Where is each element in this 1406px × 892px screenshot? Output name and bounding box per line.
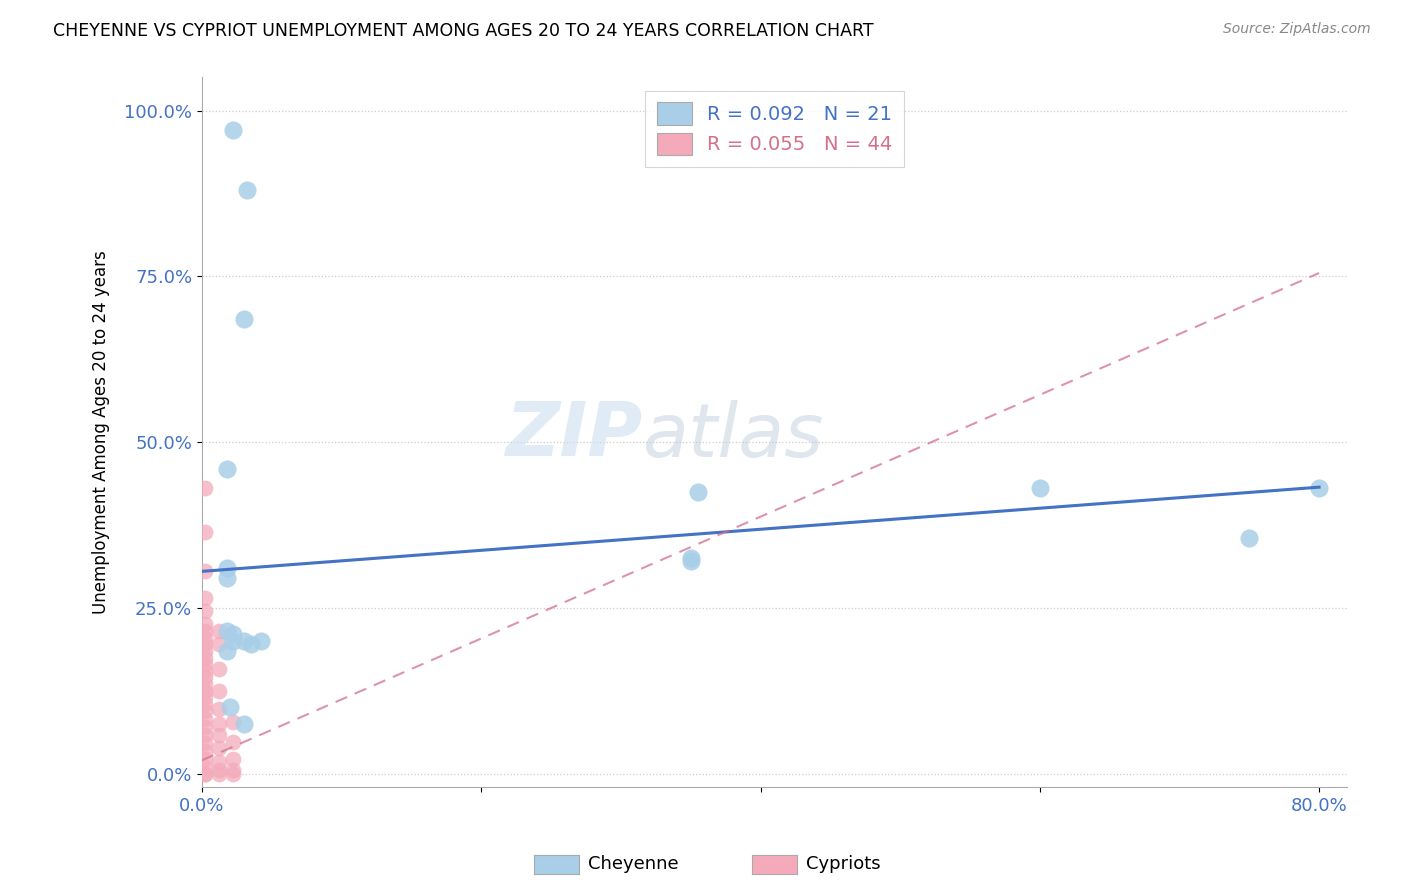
Point: [208, 728, 231, 742]
Text: ZIP: ZIP: [506, 400, 643, 472]
Point: [208, 716, 231, 731]
Point: [194, 690, 217, 705]
Point: [1029, 482, 1052, 496]
Point: [194, 565, 217, 579]
Point: [208, 683, 231, 698]
Point: [194, 524, 217, 539]
Point: [208, 741, 231, 756]
Point: [217, 571, 239, 585]
Point: [679, 551, 702, 566]
Point: [218, 700, 240, 714]
Point: [194, 657, 217, 672]
Point: [221, 752, 243, 766]
Point: [194, 591, 217, 605]
Point: [194, 644, 217, 658]
Point: [194, 670, 217, 684]
Point: [208, 701, 231, 715]
Point: [221, 714, 243, 729]
Point: [221, 766, 243, 780]
Point: [194, 697, 217, 711]
Point: [194, 482, 217, 496]
Point: [194, 720, 217, 734]
Legend: R = 0.092   N = 21, R = 0.055   N = 44: R = 0.092 N = 21, R = 0.055 N = 44: [645, 91, 904, 167]
Point: [239, 637, 262, 651]
Point: [217, 624, 239, 638]
Point: [217, 644, 239, 658]
Text: Cypriots: Cypriots: [806, 855, 880, 873]
Point: [686, 484, 709, 499]
Point: [194, 704, 217, 718]
Point: [194, 604, 217, 618]
Point: [208, 662, 231, 676]
Point: [194, 752, 217, 766]
Point: [208, 766, 231, 780]
Point: [217, 461, 239, 475]
Point: [194, 677, 217, 691]
Point: [221, 627, 243, 641]
Point: [194, 637, 217, 651]
Point: [221, 634, 243, 648]
Point: [194, 744, 217, 758]
Point: [232, 716, 254, 731]
Point: [232, 634, 254, 648]
Text: CHEYENNE VS CYPRIOT UNEMPLOYMENT AMONG AGES 20 TO 24 YEARS CORRELATION CHART: CHEYENNE VS CYPRIOT UNEMPLOYMENT AMONG A…: [53, 22, 875, 40]
Point: [194, 650, 217, 665]
Point: [1239, 531, 1261, 545]
Point: [208, 755, 231, 769]
Point: [194, 624, 217, 638]
Point: [194, 664, 217, 678]
Point: [208, 764, 231, 778]
Point: [194, 760, 217, 774]
Point: [221, 123, 243, 137]
Point: [194, 712, 217, 726]
Point: [194, 766, 217, 780]
Point: [194, 728, 217, 742]
Point: [249, 634, 271, 648]
Point: [194, 736, 217, 750]
Point: [194, 631, 217, 645]
Y-axis label: Unemployment Among Ages 20 to 24 years: Unemployment Among Ages 20 to 24 years: [93, 251, 110, 614]
Point: [194, 766, 217, 780]
Point: [194, 683, 217, 698]
Point: [235, 183, 257, 197]
Point: [208, 624, 231, 638]
Point: [232, 312, 254, 326]
Text: atlas: atlas: [643, 400, 824, 472]
Point: [194, 617, 217, 632]
Point: [208, 637, 231, 651]
Text: Cheyenne: Cheyenne: [588, 855, 678, 873]
Point: [221, 735, 243, 749]
Point: [217, 561, 239, 575]
Point: [1308, 482, 1330, 496]
Text: Source: ZipAtlas.com: Source: ZipAtlas.com: [1223, 22, 1371, 37]
Point: [221, 764, 243, 778]
Point: [679, 554, 702, 568]
